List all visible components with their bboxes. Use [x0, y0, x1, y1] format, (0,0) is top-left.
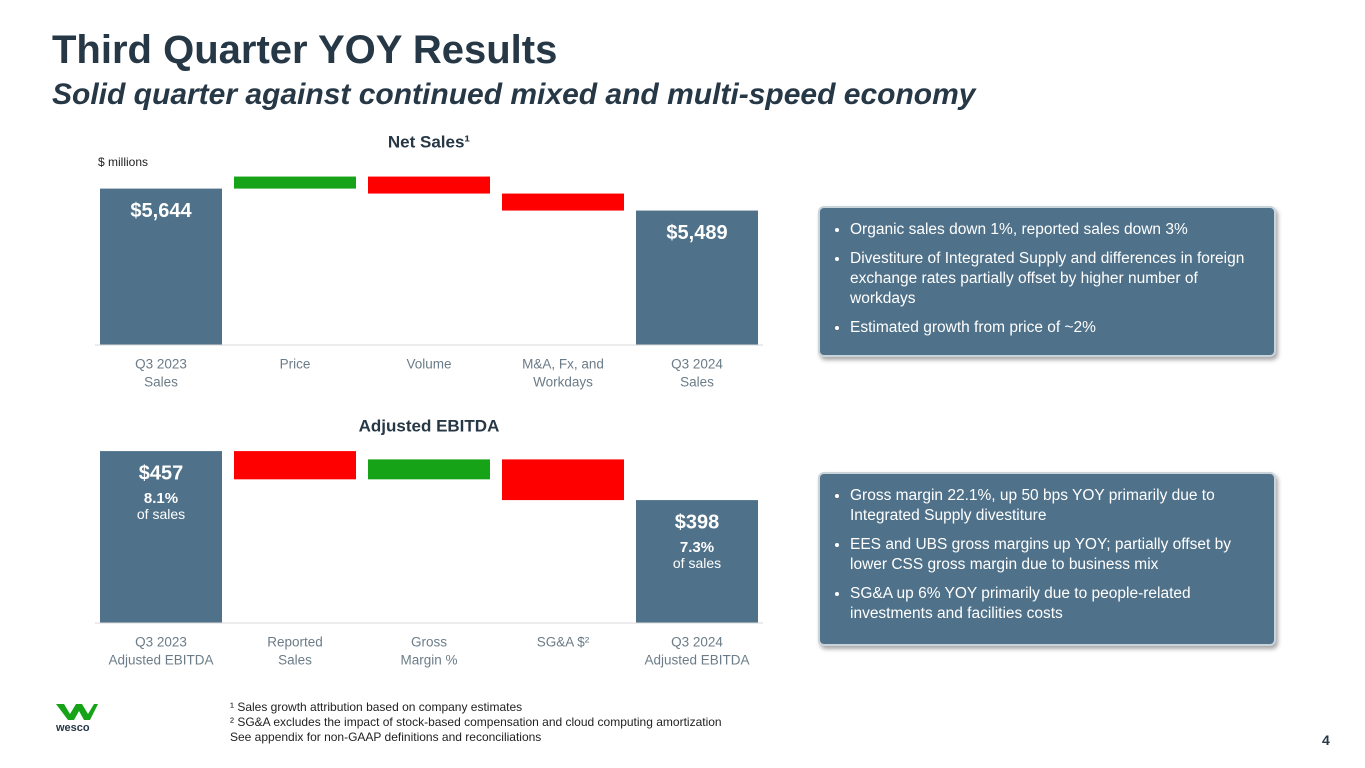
x-tick-label: Sales	[278, 653, 312, 668]
bar	[368, 176, 490, 194]
footnote: ² SG&A excludes the impact of stock-base…	[230, 715, 722, 729]
x-tick-label: M&A, Fx, and	[522, 357, 604, 372]
x-tick-label: Price	[280, 357, 311, 372]
bar	[636, 210, 758, 345]
x-tick-label: Q3 2023	[135, 635, 187, 650]
bullet: SG&A up 6% YOY primarily due to people-r…	[850, 584, 1258, 624]
bullet: Gross margin 22.1%, up 50 bps YOY primar…	[850, 486, 1258, 526]
callout-box: Gross margin 22.1%, up 50 bps YOY primar…	[818, 472, 1276, 646]
footnotes: ¹ Sales growth attribution based on comp…	[230, 700, 722, 745]
bullet: Estimated growth from price of ~2%	[850, 318, 1258, 338]
x-tick-label: Adjusted EBITDA	[108, 653, 213, 668]
callout-box: Organic sales down 1%, reported sales do…	[818, 206, 1276, 357]
x-tick-label: Q3 2024	[671, 635, 723, 650]
value-label: $5,489	[666, 222, 727, 244]
x-tick-label: Margin %	[400, 653, 457, 668]
bar	[636, 500, 758, 623]
footnote: ¹ Sales growth attribution based on comp…	[230, 700, 523, 714]
margin-label: 8.1%	[144, 490, 178, 507]
slide-subtitle: Solid quarter against continued mixed an…	[52, 78, 976, 111]
x-tick-label: Volume	[406, 357, 451, 372]
footnote: See appendix for non-GAAP definitions an…	[230, 730, 542, 744]
bar	[234, 451, 356, 480]
logo-text: wesco	[56, 722, 90, 734]
value-label: $398	[675, 511, 720, 533]
bullet: Divestiture of Integrated Supply and dif…	[850, 249, 1258, 309]
y-axis-label: $ millions	[98, 155, 148, 169]
bullet: Organic sales down 1%, reported sales do…	[850, 220, 1258, 240]
x-tick-label: Gross	[411, 635, 447, 650]
x-tick-label: SG&A $²	[537, 635, 590, 650]
x-tick-label: Q3 2023	[135, 357, 187, 372]
x-tick-label: Workdays	[533, 375, 593, 390]
value-label: $457	[139, 462, 184, 484]
x-tick-label: Q3 2024	[671, 357, 723, 372]
bar	[502, 459, 624, 501]
logo-mark	[56, 704, 98, 720]
slide-title: Third Quarter YOY Results	[52, 28, 558, 72]
bar	[234, 176, 356, 189]
x-tick-label: Sales	[144, 375, 178, 390]
bullet: EES and UBS gross margins up YOY; partia…	[850, 535, 1258, 575]
bar	[502, 193, 624, 211]
page-number: 4	[1322, 732, 1330, 748]
bar	[100, 188, 222, 345]
chart-title: Adjusted EBITDA	[359, 416, 500, 435]
bar	[368, 459, 490, 480]
margin-note: of sales	[673, 555, 721, 571]
value-label: $5,644	[130, 200, 192, 222]
x-tick-label: Sales	[680, 375, 714, 390]
chart-title: Net Sales¹	[388, 132, 471, 151]
x-tick-label: Adjusted EBITDA	[644, 653, 749, 668]
x-tick-label: Reported	[267, 635, 323, 650]
bar	[100, 451, 222, 623]
margin-note: of sales	[137, 506, 185, 522]
margin-label: 7.3%	[680, 539, 714, 556]
